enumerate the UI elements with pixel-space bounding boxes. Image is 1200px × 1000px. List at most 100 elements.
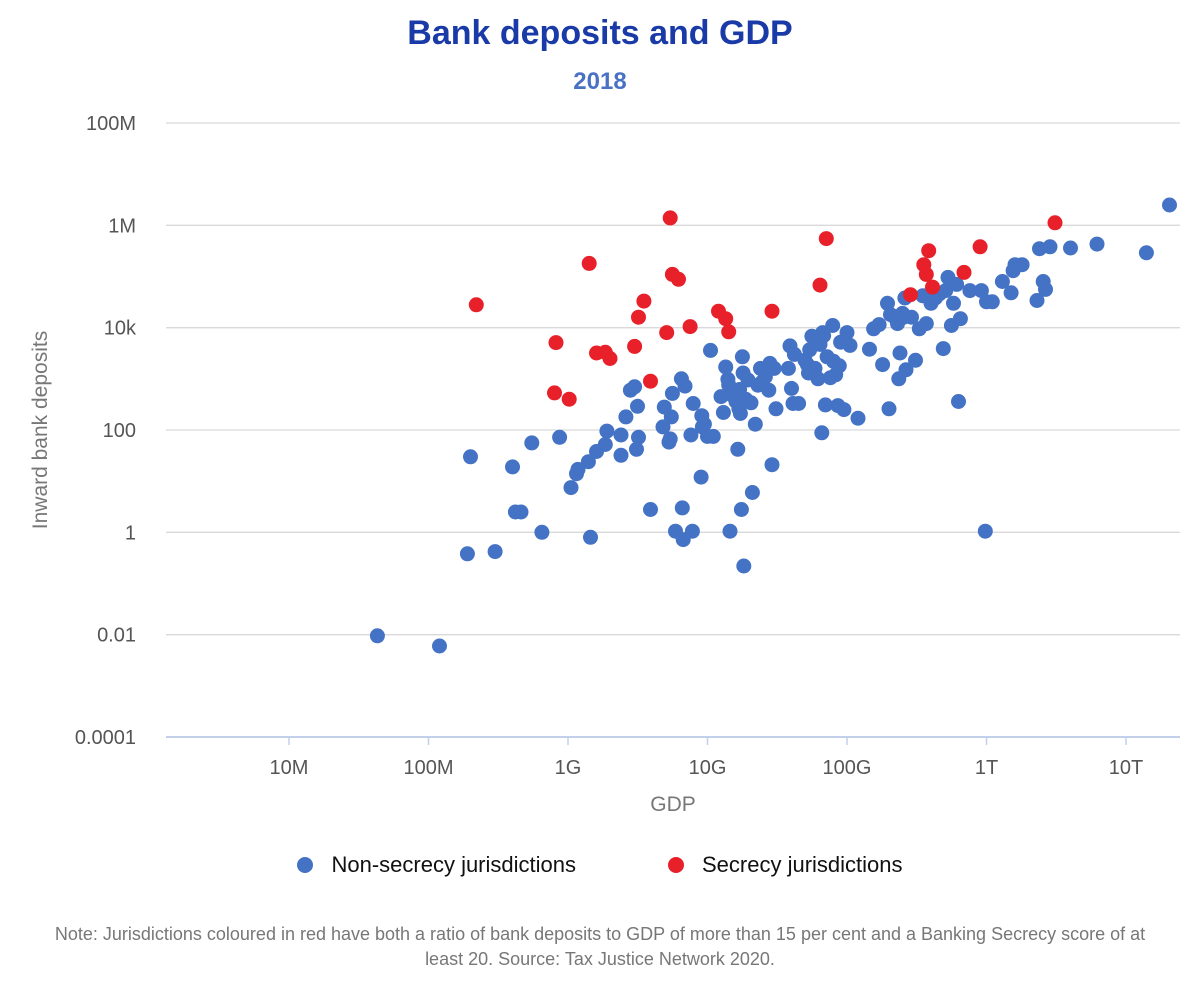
data-point-non-secrecy[interactable]: [904, 309, 919, 325]
data-point-non-secrecy[interactable]: [732, 406, 748, 421]
data-point-non-secrecy[interactable]: [761, 382, 777, 398]
data-point-non-secrecy[interactable]: [552, 429, 568, 445]
data-point-non-secrecy[interactable]: [1014, 257, 1030, 273]
data-point-non-secrecy[interactable]: [881, 401, 897, 417]
data-point-secrecy[interactable]: [764, 303, 780, 319]
data-point-non-secrecy[interactable]: [563, 480, 579, 496]
data-point-non-secrecy[interactable]: [880, 295, 895, 311]
data-point-non-secrecy[interactable]: [1063, 240, 1078, 256]
data-point-non-secrecy[interactable]: [1038, 281, 1053, 297]
data-point-non-secrecy[interactable]: [994, 274, 1010, 289]
data-point-non-secrecy[interactable]: [655, 419, 671, 435]
data-point-non-secrecy[interactable]: [862, 341, 877, 357]
data-point-non-secrecy[interactable]: [487, 544, 503, 560]
data-point-non-secrecy[interactable]: [984, 294, 1000, 310]
data-point-non-secrecy[interactable]: [791, 396, 807, 411]
data-point-non-secrecy[interactable]: [839, 325, 855, 341]
data-point-non-secrecy[interactable]: [977, 523, 993, 539]
data-point-non-secrecy[interactable]: [784, 380, 799, 396]
data-point-secrecy[interactable]: [972, 239, 988, 255]
data-point-non-secrecy[interactable]: [677, 378, 693, 394]
data-point-non-secrecy[interactable]: [766, 360, 782, 376]
data-point-secrecy[interactable]: [631, 309, 646, 325]
data-point-secrecy[interactable]: [468, 297, 484, 313]
data-point-non-secrecy[interactable]: [816, 328, 832, 344]
data-point-non-secrecy[interactable]: [583, 529, 598, 545]
data-point-secrecy[interactable]: [547, 385, 562, 401]
data-point-non-secrecy[interactable]: [513, 504, 529, 520]
data-point-non-secrecy[interactable]: [629, 441, 644, 457]
data-point-non-secrecy[interactable]: [973, 283, 989, 299]
data-point-non-secrecy[interactable]: [674, 500, 690, 516]
data-point-non-secrecy[interactable]: [768, 401, 784, 417]
data-point-non-secrecy[interactable]: [618, 409, 634, 425]
data-point-non-secrecy[interactable]: [613, 447, 629, 463]
data-point-non-secrecy[interactable]: [369, 628, 385, 644]
data-point-non-secrecy[interactable]: [918, 316, 934, 332]
data-point-secrecy[interactable]: [548, 335, 564, 351]
data-point-non-secrecy[interactable]: [938, 283, 954, 299]
data-point-secrecy[interactable]: [602, 351, 618, 366]
data-point-secrecy[interactable]: [956, 264, 972, 280]
data-point-secrecy[interactable]: [812, 277, 828, 293]
data-point-secrecy[interactable]: [903, 287, 918, 303]
data-point-secrecy[interactable]: [627, 338, 643, 354]
data-point-non-secrecy[interactable]: [734, 349, 750, 365]
data-point-non-secrecy[interactable]: [534, 524, 550, 540]
data-point-non-secrecy[interactable]: [613, 427, 629, 443]
data-point-non-secrecy[interactable]: [580, 454, 596, 470]
data-point-non-secrecy[interactable]: [736, 558, 752, 574]
data-point-non-secrecy[interactable]: [703, 342, 718, 358]
data-point-non-secrecy[interactable]: [814, 425, 830, 441]
data-point-secrecy[interactable]: [925, 279, 940, 295]
data-point-non-secrecy[interactable]: [908, 352, 923, 368]
data-point-non-secrecy[interactable]: [1089, 236, 1105, 252]
data-point-non-secrecy[interactable]: [664, 385, 680, 401]
data-point-secrecy[interactable]: [671, 271, 686, 287]
data-point-non-secrecy[interactable]: [722, 523, 738, 539]
data-point-non-secrecy[interactable]: [599, 423, 615, 439]
data-point-non-secrecy[interactable]: [898, 362, 914, 378]
data-point-non-secrecy[interactable]: [713, 389, 729, 405]
data-point-non-secrecy[interactable]: [871, 317, 887, 333]
data-point-non-secrecy[interactable]: [951, 394, 966, 409]
data-point-non-secrecy[interactable]: [693, 469, 709, 485]
data-point-non-secrecy[interactable]: [935, 341, 951, 357]
data-point-non-secrecy[interactable]: [432, 638, 447, 654]
data-point-non-secrecy[interactable]: [850, 410, 866, 426]
data-point-non-secrecy[interactable]: [831, 358, 847, 374]
data-point-secrecy[interactable]: [921, 243, 937, 259]
data-point-non-secrecy[interactable]: [952, 311, 968, 327]
data-point-non-secrecy[interactable]: [949, 276, 965, 292]
data-point-non-secrecy[interactable]: [747, 416, 763, 432]
data-point-non-secrecy[interactable]: [663, 409, 679, 425]
data-point-non-secrecy[interactable]: [743, 395, 759, 411]
data-point-non-secrecy[interactable]: [810, 371, 826, 387]
data-point-secrecy[interactable]: [659, 325, 675, 341]
legend-item-non-secrecy[interactable]: Non-secrecy jurisdictions: [297, 852, 576, 878]
data-point-non-secrecy[interactable]: [817, 397, 833, 413]
data-point-non-secrecy[interactable]: [733, 502, 749, 517]
data-point-non-secrecy[interactable]: [764, 457, 780, 473]
data-point-secrecy[interactable]: [561, 391, 577, 407]
data-point-non-secrecy[interactable]: [627, 379, 643, 395]
data-point-non-secrecy[interactable]: [718, 359, 734, 375]
data-point-non-secrecy[interactable]: [696, 416, 712, 432]
data-point-non-secrecy[interactable]: [643, 502, 658, 517]
data-point-non-secrecy[interactable]: [836, 402, 852, 418]
data-point-non-secrecy[interactable]: [946, 295, 961, 311]
data-point-non-secrecy[interactable]: [744, 485, 760, 500]
data-point-non-secrecy[interactable]: [1029, 293, 1045, 308]
data-point-non-secrecy[interactable]: [662, 431, 678, 447]
data-point-non-secrecy[interactable]: [1138, 245, 1154, 261]
data-point-non-secrecy[interactable]: [780, 360, 796, 376]
data-point-secrecy[interactable]: [818, 231, 834, 247]
data-point-non-secrecy[interactable]: [842, 337, 858, 353]
data-point-non-secrecy[interactable]: [1003, 285, 1019, 301]
data-point-secrecy[interactable]: [721, 324, 737, 340]
data-point-non-secrecy[interactable]: [463, 449, 478, 465]
data-point-non-secrecy[interactable]: [705, 428, 721, 444]
data-point-non-secrecy[interactable]: [683, 427, 699, 443]
data-point-secrecy[interactable]: [718, 311, 734, 327]
data-point-non-secrecy[interactable]: [1042, 239, 1058, 255]
